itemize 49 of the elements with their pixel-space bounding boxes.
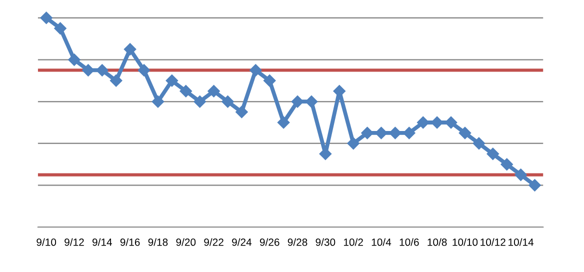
x-tick-label: 9/22 (204, 238, 224, 246)
x-tick-label: 9/24 (232, 238, 252, 246)
point (486, 148, 499, 160)
point (347, 137, 360, 150)
point (96, 64, 108, 76)
point (68, 54, 80, 66)
x-tick-label: 9/18 (148, 238, 168, 246)
point (500, 158, 513, 170)
x-tick-label: 9/30 (316, 238, 336, 246)
x-tick-label: 10/2 (344, 238, 363, 246)
point (222, 95, 234, 108)
x-tick-label: 10/4 (372, 238, 392, 246)
x-tick-label: 9/14 (92, 238, 112, 246)
x-tick-label: 9/12 (64, 238, 84, 246)
point (194, 95, 206, 108)
x-tick-label: 10/8 (428, 238, 447, 246)
point (305, 95, 318, 108)
x-tick-label: 9/26 (260, 238, 280, 246)
point (264, 74, 276, 87)
point (138, 64, 150, 76)
point (40, 12, 52, 24)
x-tick-label: 9/28 (288, 238, 308, 246)
point (472, 137, 486, 150)
point (236, 106, 248, 118)
x-tick-label: 10/10 (452, 238, 478, 246)
point (166, 74, 178, 87)
point (375, 126, 388, 140)
x-tick-label: 10/12 (480, 238, 506, 246)
point (110, 74, 122, 87)
point (54, 22, 66, 34)
point (208, 85, 220, 98)
x-tick-label: 10/6 (400, 238, 419, 246)
x-tick-label: 9/10 (36, 238, 56, 246)
x-tick-label: 9/16 (120, 238, 140, 246)
point (82, 64, 94, 76)
x-tick-label: 10/14 (508, 238, 534, 246)
point (291, 95, 304, 108)
point (277, 116, 290, 129)
point (180, 85, 192, 98)
point (514, 168, 527, 181)
x-tick-label: 9/20 (176, 238, 196, 246)
point (458, 126, 472, 140)
point (250, 64, 262, 76)
point (124, 43, 136, 56)
point (528, 179, 541, 192)
point (403, 126, 416, 140)
point (152, 95, 164, 108)
point (361, 126, 374, 140)
point (389, 126, 402, 140)
